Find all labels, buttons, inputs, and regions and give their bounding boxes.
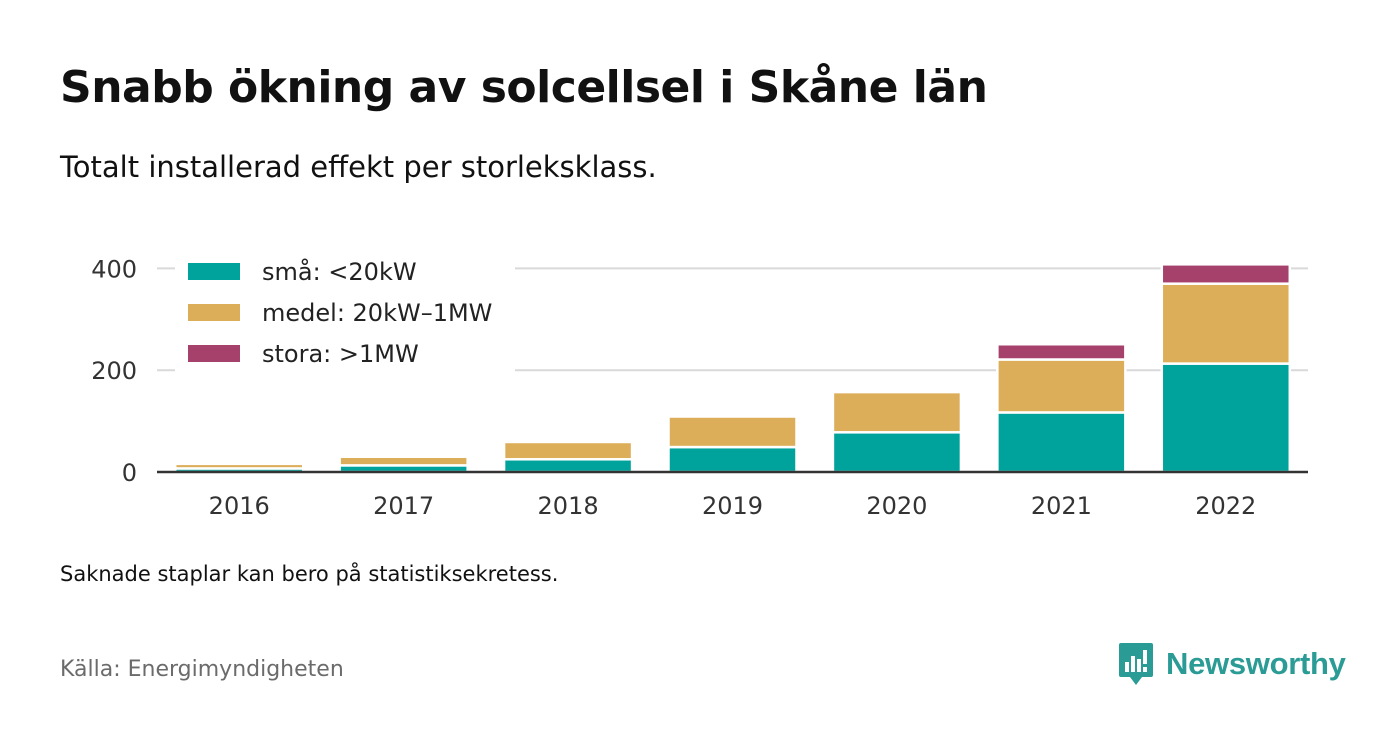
bar-2019-series-0 xyxy=(667,445,798,474)
y-tick-label: 0 xyxy=(122,459,137,487)
footnote: Saknade staplar kan bero på statistiksek… xyxy=(60,562,559,586)
bar-2016-series-1 xyxy=(173,462,305,470)
stacked-bar-chart: 0 200 400 2016 2017 2018 2019 2020 2021 2022 små:… xyxy=(91,248,1308,520)
newsworthy-logo-icon xyxy=(1119,643,1153,685)
bar-2021-series-1 xyxy=(996,358,1127,414)
legend-label: stora: >1MW xyxy=(262,340,419,368)
brand-logo: Newsworthy xyxy=(1118,640,1346,688)
bar-2022-series-0 xyxy=(1160,362,1292,474)
legend-swatch xyxy=(188,304,240,321)
source-credit: Källa: Energimyndigheten xyxy=(60,657,344,682)
legend-label: små: <20kW xyxy=(262,257,417,286)
bar-2017-series-1 xyxy=(338,455,469,467)
bar-2019-series-1 xyxy=(667,415,798,449)
legend-swatch xyxy=(188,263,240,280)
bar-2021-series-0 xyxy=(996,411,1127,474)
chart-subtitle: Totalt installerad effekt per storlekskl… xyxy=(60,150,657,184)
legend-swatch xyxy=(188,345,240,362)
bar-2022-series-1 xyxy=(1160,282,1292,365)
x-tick-label: 2021 xyxy=(1031,492,1092,520)
x-tick-label: 2020 xyxy=(866,492,927,520)
chart-title: Snabb ökning av solcellsel i Skåne län xyxy=(60,62,988,113)
y-tick-label: 200 xyxy=(91,357,137,385)
bar-2020-series-0 xyxy=(831,431,963,474)
legend: små: <20kW medel: 20kW–1MW stora: >1MW xyxy=(175,248,515,376)
bars xyxy=(173,263,1292,474)
bar-2021-series-2 xyxy=(996,342,1127,361)
x-tick-label: 2018 xyxy=(538,492,599,520)
x-tick-label: 2022 xyxy=(1195,492,1256,520)
legend-label: medel: 20kW–1MW xyxy=(262,299,492,327)
x-tick-label: 2016 xyxy=(209,492,270,520)
bar-2018-series-1 xyxy=(502,440,634,461)
x-tick-label: 2019 xyxy=(702,492,763,520)
bar-2020-series-1 xyxy=(831,390,963,434)
x-tick-label: 2017 xyxy=(373,492,434,520)
y-tick-label: 400 xyxy=(91,255,137,283)
brand-name: Newsworthy xyxy=(1166,646,1346,681)
axes: 0 200 400 2016 2017 2018 2019 2020 2021 2022 xyxy=(91,255,1308,520)
bar-2022-series-2 xyxy=(1160,263,1292,285)
bar-2018-series-0 xyxy=(502,458,634,474)
